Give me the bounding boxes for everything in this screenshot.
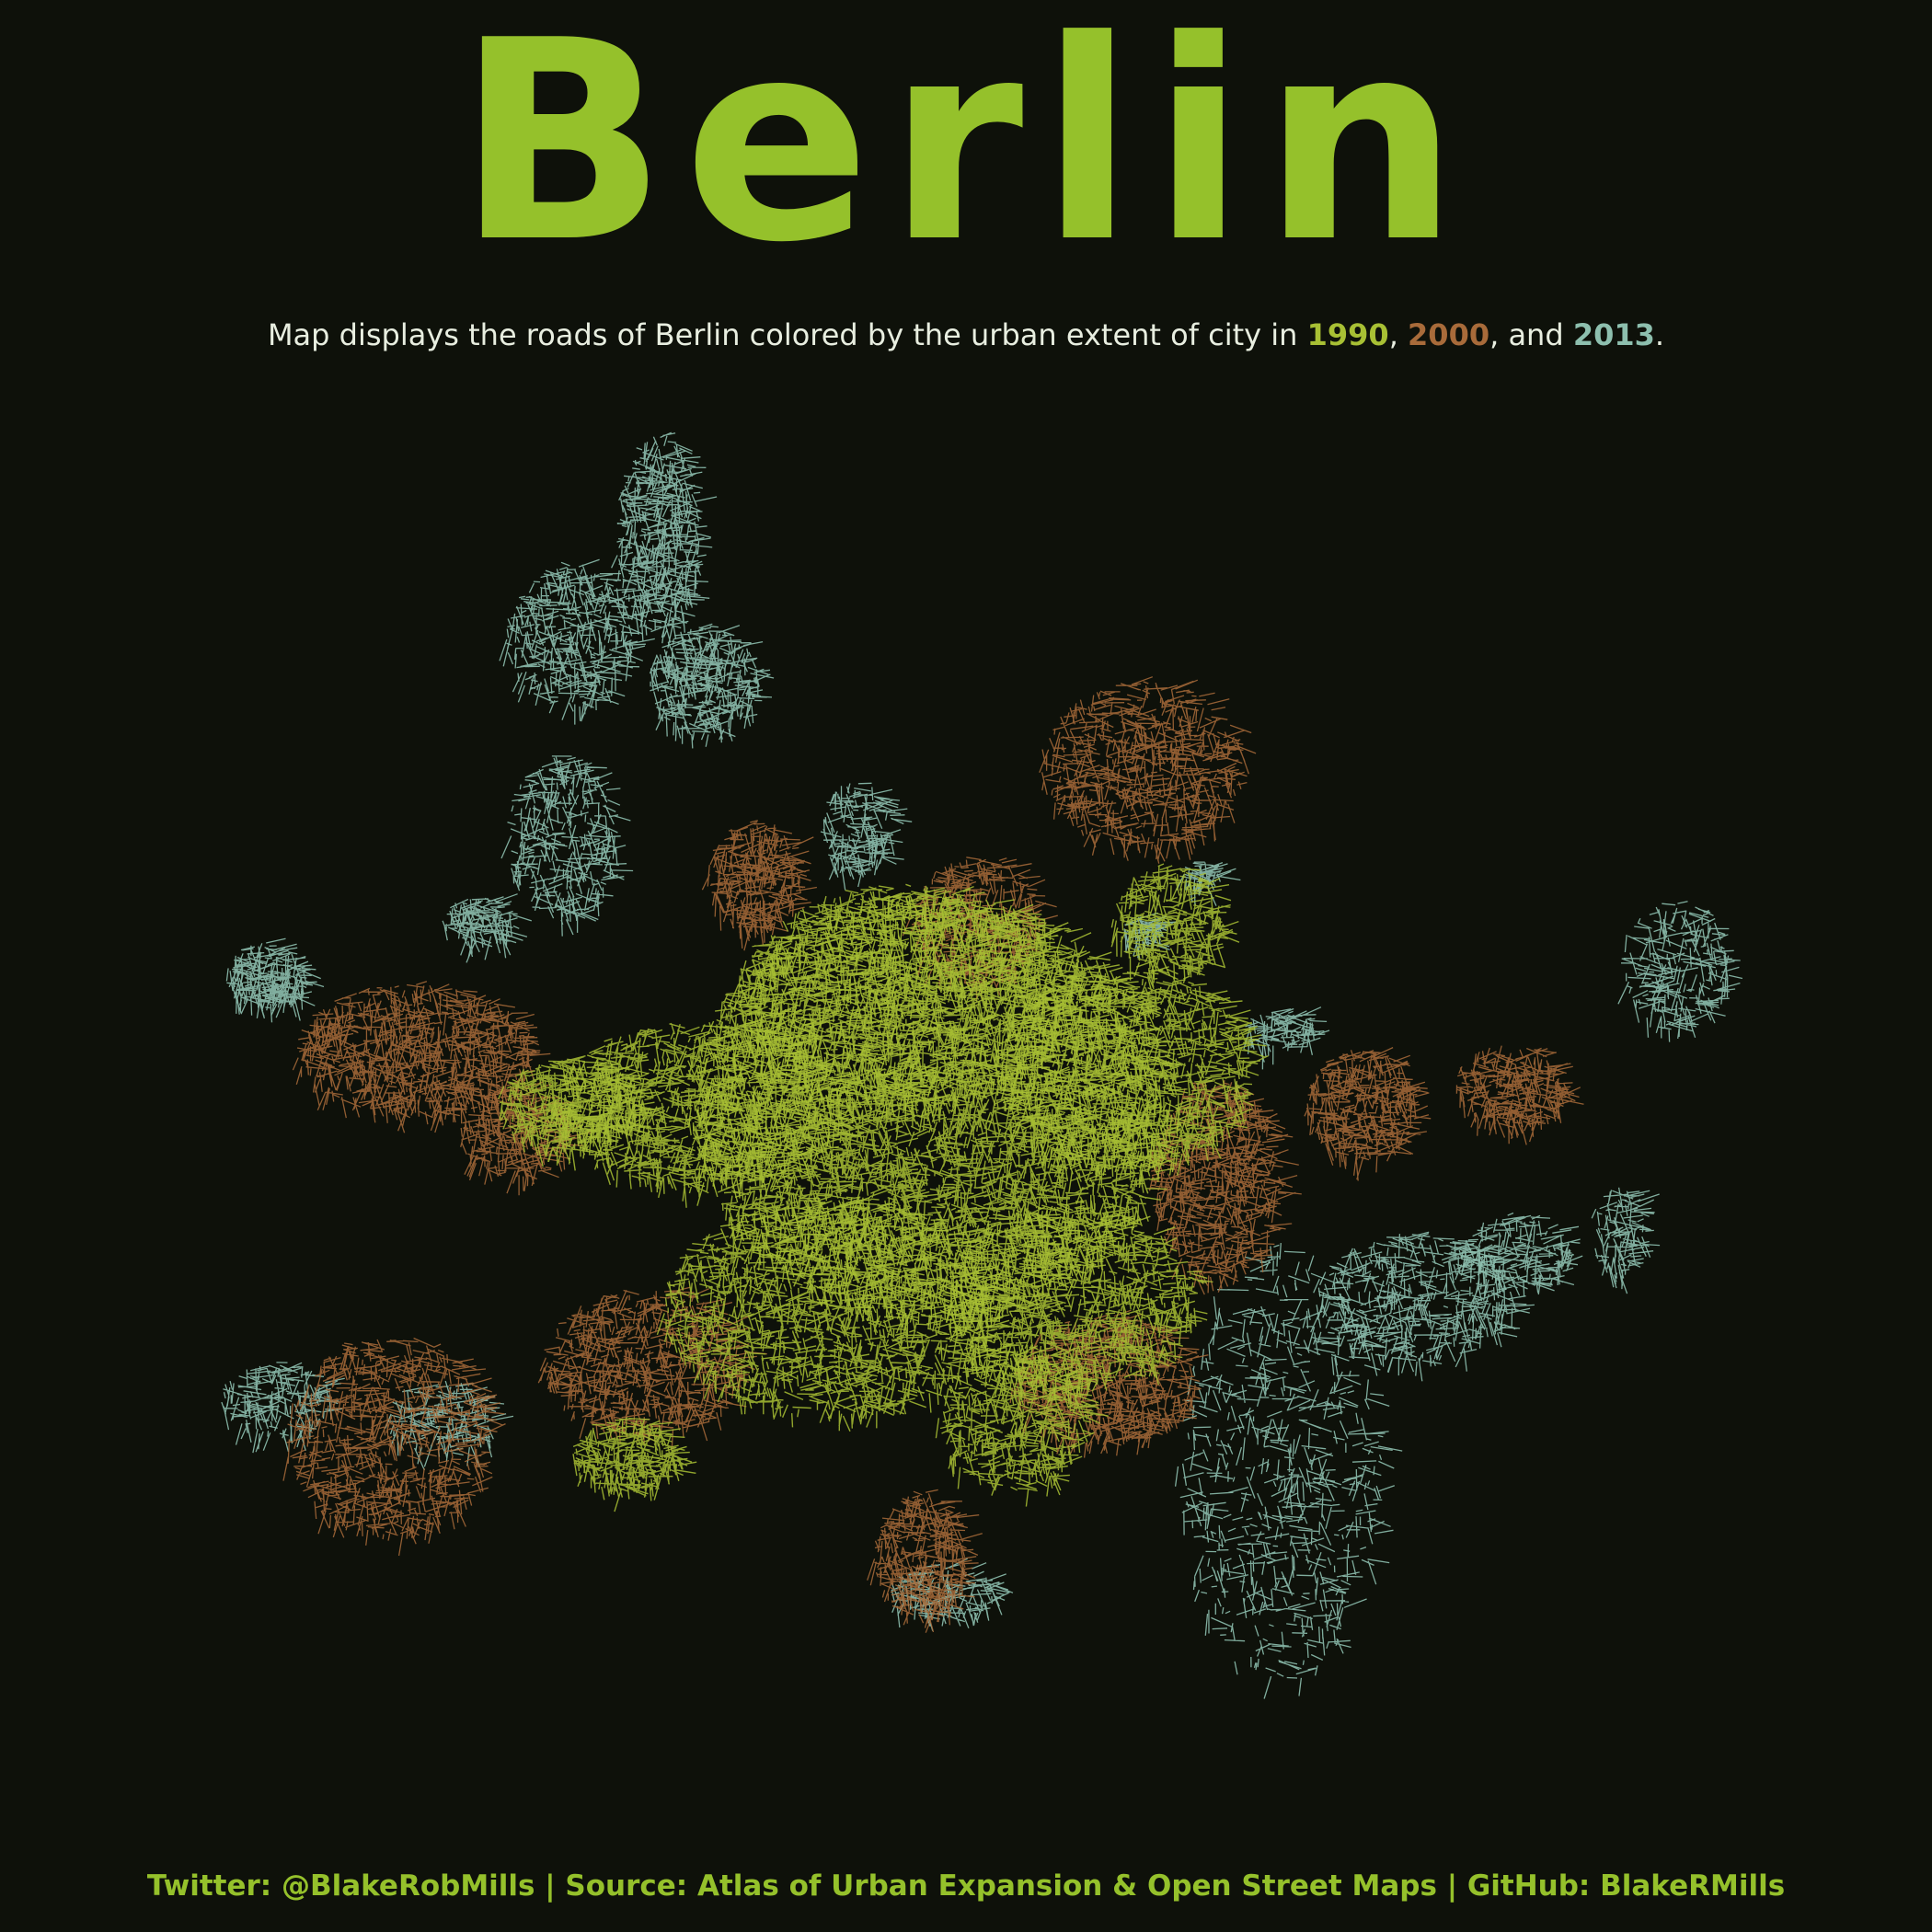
road-cluster (611, 431, 718, 649)
road-cluster (1304, 1047, 1432, 1181)
road-cluster (549, 1020, 868, 1208)
road-cluster (1455, 1045, 1584, 1145)
road-cluster (701, 820, 818, 951)
road-cluster (282, 1337, 506, 1557)
road-cluster (572, 1417, 697, 1512)
road-cluster (941, 1200, 1213, 1409)
legend-year-2000: 2000 (1408, 317, 1490, 352)
legend-year-2013: 2013 (1572, 317, 1655, 352)
road-cluster (1318, 1231, 1535, 1382)
road-cluster (991, 960, 1269, 1189)
map-subtitle: Map displays the roads of Berlin colored… (0, 316, 1932, 353)
road-cluster (1039, 676, 1257, 864)
road-cluster (292, 981, 551, 1133)
subtitle-separator: , (1388, 317, 1409, 352)
road-cluster (500, 755, 634, 937)
road-cluster (498, 1055, 662, 1171)
road-cluster (221, 1362, 345, 1454)
road-cluster (1174, 1243, 1403, 1699)
road-network-map (221, 431, 1743, 1699)
road-cluster (225, 937, 325, 1023)
road-cluster (820, 782, 913, 891)
subtitle-end: . (1654, 317, 1665, 352)
road-cluster (442, 893, 532, 963)
subtitle-text: Map displays the roads of Berlin colored… (267, 317, 1307, 352)
road-cluster (729, 883, 1089, 1124)
road-cluster (867, 1489, 983, 1633)
road-cluster (1460, 1212, 1583, 1296)
road-cluster (649, 623, 775, 749)
legend-year-1990: 1990 (1306, 317, 1389, 352)
map-title: Berlin (456, 0, 1476, 303)
credits-footer: Twitter: @BlakeRobMills | Source: Atlas … (146, 1869, 1786, 1903)
road-cluster (1110, 863, 1240, 981)
road-cluster (1591, 1187, 1661, 1294)
subtitle-separator: , and (1489, 317, 1573, 352)
roads-1990-layer (498, 863, 1269, 1512)
road-cluster (499, 558, 655, 725)
road-cluster (935, 1342, 1109, 1507)
road-cluster (1147, 1079, 1302, 1295)
road-cluster (1243, 1006, 1330, 1070)
road-cluster (1617, 901, 1743, 1042)
roads-2000-layer (282, 676, 1584, 1633)
